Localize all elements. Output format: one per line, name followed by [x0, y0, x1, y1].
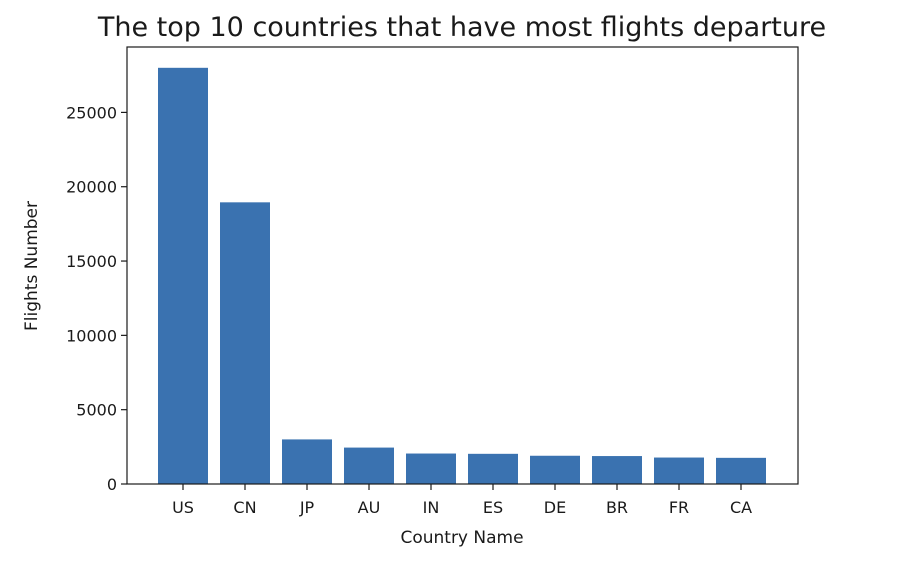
x-tick-label-fr: FR: [669, 498, 689, 517]
x-tick-label-au: AU: [358, 498, 381, 517]
y-tick-label-0: 0: [107, 475, 117, 494]
x-axis: US CN JP AU IN ES DE BR FR CA: [172, 484, 752, 517]
x-tick-label-cn: CN: [233, 498, 256, 517]
chart-title: The top 10 countries that have most flig…: [97, 12, 826, 43]
x-tick-label-de: DE: [544, 498, 566, 517]
x-tick-label-br: BR: [606, 498, 628, 517]
bars-group: [158, 67, 766, 485]
bar-in: [406, 453, 456, 484]
x-tick-label-us: US: [172, 498, 194, 517]
bar-es: [468, 453, 518, 484]
bar-jp: [282, 439, 332, 484]
bar-cn: [220, 202, 270, 484]
bar-br: [592, 456, 642, 484]
y-tick-label-25000: 25000: [66, 103, 117, 122]
x-axis-label: Country Name: [400, 528, 523, 548]
x-tick-label-ca: CA: [730, 498, 752, 517]
y-axis: 0 5000 10000 15000 20000 25000: [66, 103, 127, 494]
bar-fr: [654, 457, 704, 484]
bar-us: [158, 67, 208, 485]
y-axis-label: Flights Number: [22, 201, 42, 331]
x-tick-label-jp: JP: [299, 498, 315, 517]
x-tick-label-in: IN: [423, 498, 440, 517]
bar-au: [344, 447, 394, 484]
bar-ca: [716, 457, 766, 484]
x-tick-label-es: ES: [483, 498, 503, 517]
bar-de: [530, 455, 580, 484]
y-tick-label-10000: 10000: [66, 326, 117, 345]
y-tick-label-15000: 15000: [66, 252, 117, 271]
plot-frame: [126, 46, 799, 485]
y-tick-label-5000: 5000: [76, 401, 117, 420]
y-tick-label-20000: 20000: [66, 178, 117, 197]
